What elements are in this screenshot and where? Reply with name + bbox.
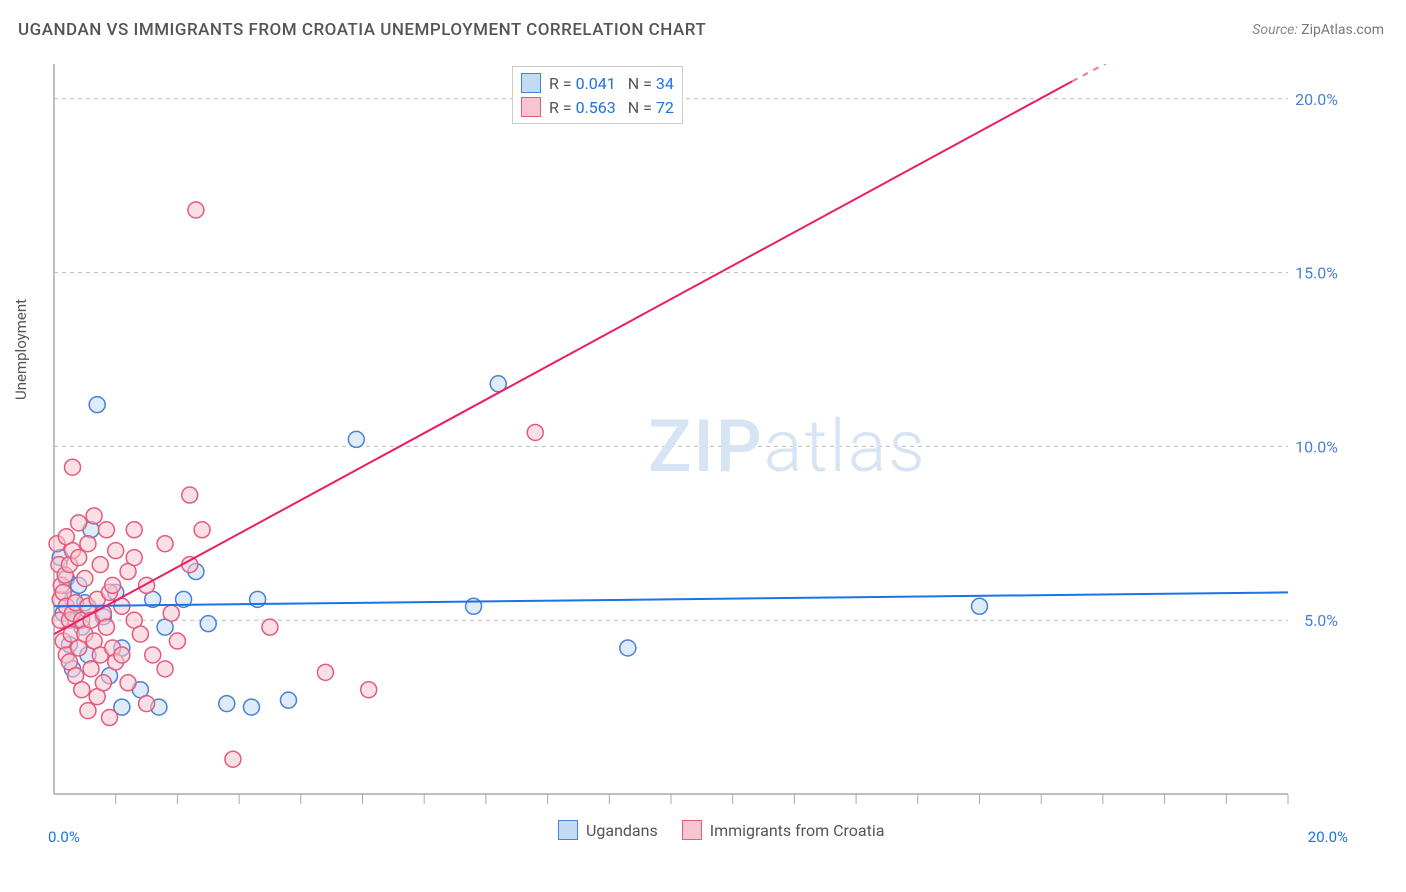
swatch-croatia-icon (682, 820, 702, 840)
legend-row-ugandans: R = 0.041 N = 34 (521, 71, 674, 95)
chart-title: UGANDAN VS IMMIGRANTS FROM CROATIA UNEMP… (18, 20, 706, 40)
plot-area: 5.0%10.0%15.0%20.0% ZIPatlas R = 0.041 N… (48, 64, 1348, 812)
legend-label-ugandans: Ugandans (586, 821, 658, 840)
scatter-chart: 5.0% 10.0% 15.0% 20.0% (48, 64, 1348, 812)
legend-item-ugandans: Ugandans (558, 820, 658, 840)
svg-text:10.0%: 10.0% (1295, 437, 1338, 456)
legend-label-croatia: Immigrants from Croatia (710, 821, 885, 840)
legend-row-croatia: R = 0.563 N = 72 (521, 95, 674, 119)
x-axis-origin-label: 0.0% (48, 828, 80, 846)
source-value: ZipAtlas.com (1301, 22, 1384, 38)
legend-correlation: R = 0.041 N = 34 R = 0.563 N = 72 (512, 66, 683, 124)
swatch-croatia (521, 97, 541, 117)
y-axis-label: Unemployment (12, 299, 30, 400)
svg-text:15.0%: 15.0% (1295, 264, 1338, 283)
svg-text:5.0%: 5.0% (1304, 611, 1338, 630)
x-axis-max-label: 20.0% (1308, 828, 1348, 846)
source-label: Source: (1252, 22, 1297, 38)
legend-item-croatia: Immigrants from Croatia (682, 820, 885, 840)
swatch-ugandans (521, 73, 541, 93)
source-attribution: Source: ZipAtlas.com (1252, 22, 1384, 38)
legend-series: Ugandans Immigrants from Croatia (558, 820, 884, 840)
swatch-ugandans-icon (558, 820, 578, 840)
svg-text:20.0%: 20.0% (1295, 90, 1338, 109)
